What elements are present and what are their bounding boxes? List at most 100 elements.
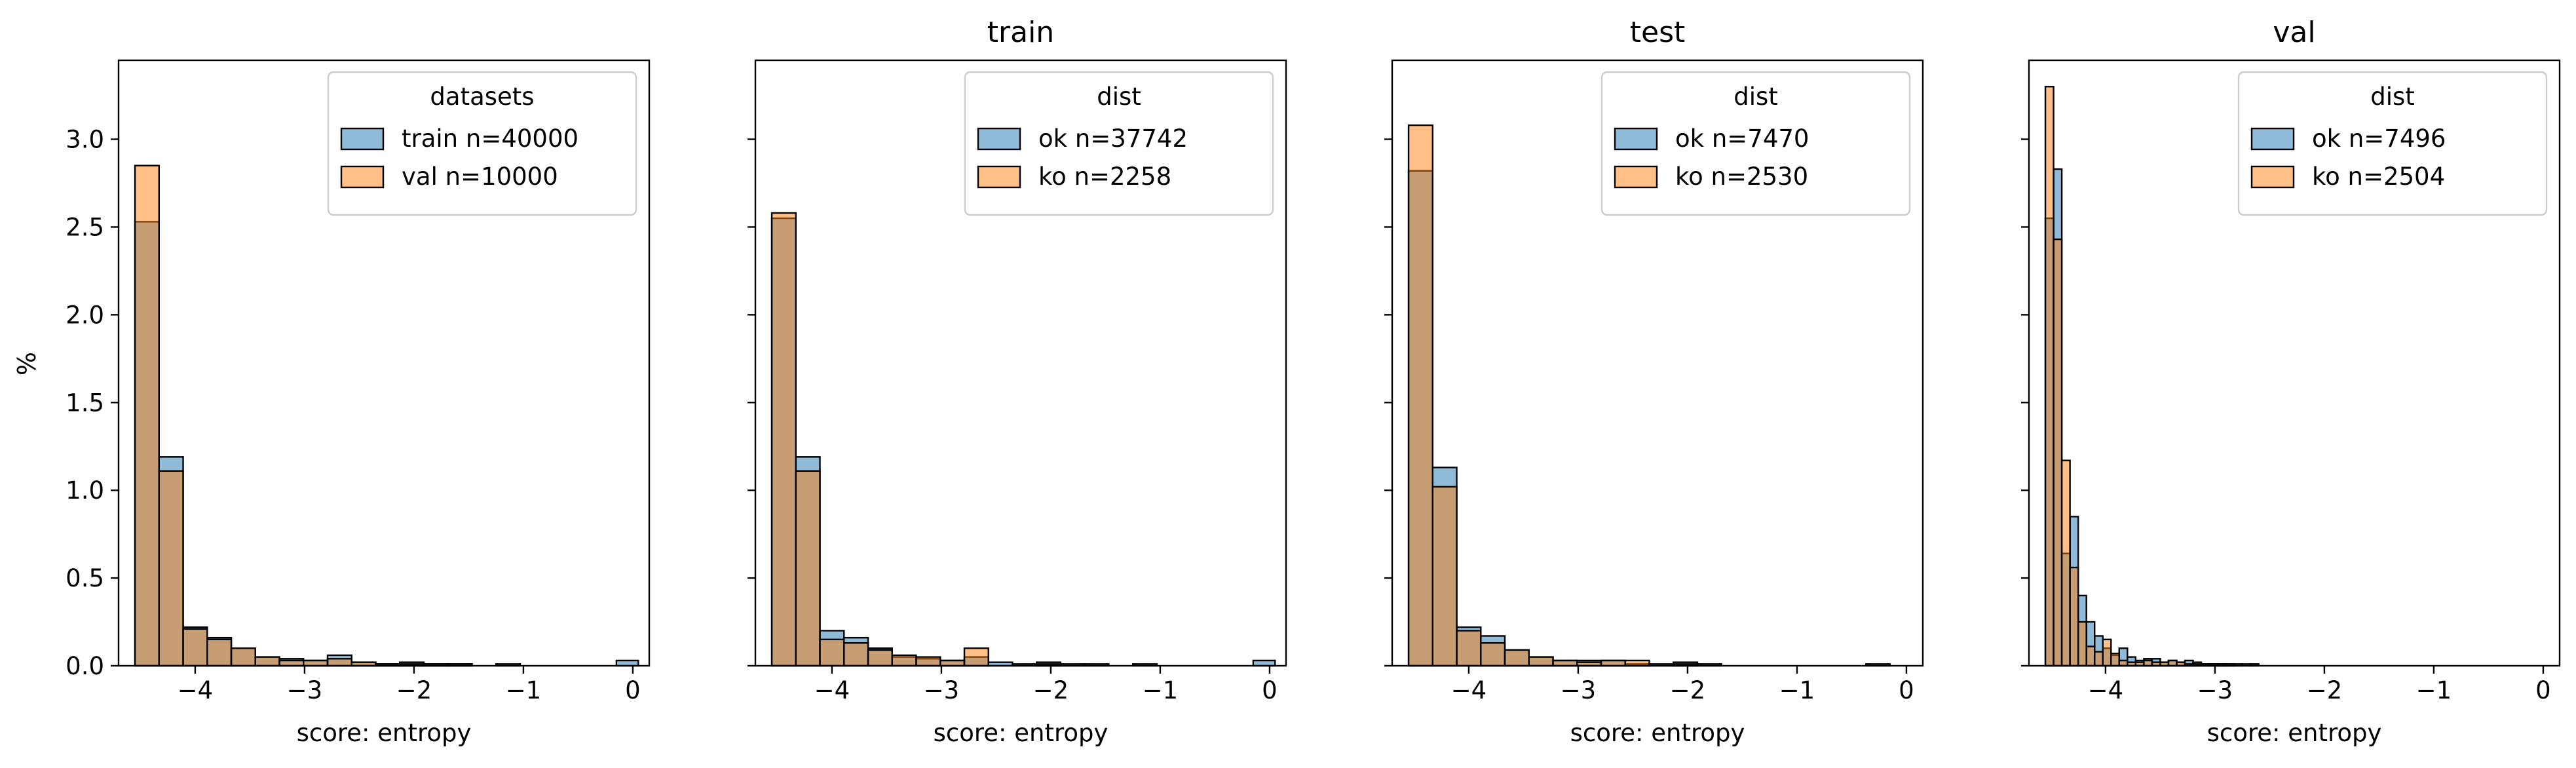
x-axis-label: score: entropy bbox=[1570, 719, 1745, 747]
x-tick-label: −4 bbox=[814, 676, 850, 704]
legend: datasets train n=40000 val n=10000 bbox=[327, 71, 637, 216]
x-tick-label: −2 bbox=[1033, 676, 1069, 704]
legend-title: dist bbox=[1733, 83, 1778, 111]
plot-frame bbox=[117, 59, 651, 667]
histogram-bar bbox=[158, 470, 184, 667]
histogram-bar bbox=[2069, 566, 2079, 667]
histogram-bar bbox=[939, 659, 966, 667]
x-axis-label: score: entropy bbox=[2207, 719, 2382, 747]
histogram-bar bbox=[206, 638, 233, 667]
y-tick-label: 1.0 bbox=[66, 476, 104, 505]
x-tick-label: −1 bbox=[1779, 676, 1815, 704]
histogram-bar bbox=[2085, 645, 2096, 667]
legend-swatch bbox=[1614, 127, 1658, 151]
series-orange-bars bbox=[770, 212, 1062, 667]
series-orange-bars bbox=[1407, 124, 1699, 667]
histogram-bar bbox=[1600, 659, 1626, 667]
histogram-bar bbox=[819, 638, 845, 667]
histogram-bar bbox=[1480, 642, 1506, 667]
legend-title: datasets bbox=[430, 83, 534, 111]
legend-box bbox=[327, 71, 637, 216]
histogram-bar bbox=[2094, 651, 2104, 667]
x-tick-label: 0 bbox=[1899, 676, 1914, 704]
legend-entry: train n=40000 bbox=[402, 125, 578, 153]
legend-swatch bbox=[1614, 165, 1658, 189]
histogram-bar bbox=[770, 212, 797, 667]
histogram-bar bbox=[2053, 238, 2063, 667]
x-tick-label: −3 bbox=[1561, 676, 1597, 704]
y-tick-label: 0.0 bbox=[66, 652, 104, 680]
histogram-bar bbox=[891, 654, 917, 667]
histogram-bar bbox=[254, 656, 280, 667]
x-tick-label: −3 bbox=[924, 676, 960, 704]
histogram-bar bbox=[182, 628, 208, 667]
legend-entry: ko n=2258 bbox=[1038, 163, 1171, 191]
x-tick-label: −1 bbox=[2416, 676, 2452, 704]
x-tick-label: −2 bbox=[1670, 676, 1706, 704]
chart-panel-2: −4 −3 −2 −1 0 score: entropy train dist ok n=377… bbox=[748, 16, 1287, 747]
x-tick-label: −1 bbox=[1143, 676, 1179, 704]
x-axis-label: score: entropy bbox=[934, 719, 1108, 747]
legend-swatch bbox=[340, 127, 385, 151]
legend-entry: ko n=2530 bbox=[1675, 163, 1808, 191]
chart-panel-3: −4 −3 −2 −1 0 score: entropy test dist ok n=7470… bbox=[1384, 16, 1924, 747]
histogram-bar bbox=[915, 656, 941, 667]
histogram-bar bbox=[2143, 659, 2153, 667]
y-axis-label: % bbox=[12, 352, 41, 375]
legend-box bbox=[1601, 71, 1911, 216]
legend: dist ok n=7496 ko n=2504 bbox=[2237, 71, 2548, 216]
x-axis-label: score: entropy bbox=[297, 719, 472, 747]
x-tick-label: −2 bbox=[396, 676, 432, 704]
legend-box bbox=[964, 71, 1274, 216]
histogram-bar bbox=[2110, 653, 2120, 667]
y-tick-label: 2.0 bbox=[66, 301, 104, 329]
plot-frame bbox=[2028, 59, 2561, 667]
legend-box bbox=[2237, 71, 2548, 216]
histogram-bar bbox=[1624, 659, 1650, 667]
histogram-bar bbox=[2060, 459, 2071, 667]
y-tick-label: 0.5 bbox=[66, 564, 104, 592]
legend-entry: ko n=2504 bbox=[2312, 163, 2445, 191]
legend-entry: val n=10000 bbox=[402, 163, 558, 191]
histogram-bar bbox=[1252, 659, 1276, 667]
histogram-bar bbox=[795, 470, 821, 667]
x-tick-label: −2 bbox=[2307, 676, 2343, 704]
legend-entry: ok n=7470 bbox=[1675, 125, 1809, 153]
x-tick-label: −3 bbox=[2197, 676, 2233, 704]
legend: dist ok n=7470 ko n=2530 bbox=[1601, 71, 1911, 216]
histogram-bar bbox=[2077, 621, 2087, 667]
legend-swatch bbox=[340, 165, 385, 189]
x-tick-label: −1 bbox=[506, 676, 542, 704]
histogram-bar bbox=[230, 647, 256, 667]
legend: dist ok n=37742 ko n=2258 bbox=[964, 71, 1274, 216]
histogram-bar bbox=[2102, 638, 2112, 667]
histogram-bar bbox=[303, 659, 329, 667]
histogram-bar bbox=[1504, 649, 1530, 667]
x-tick-label: 0 bbox=[625, 676, 641, 704]
x-tick-label: −4 bbox=[2088, 676, 2124, 704]
histogram-bar bbox=[1456, 630, 1482, 667]
x-tick-label: 0 bbox=[2535, 676, 2551, 704]
series-orange-bars bbox=[2044, 85, 2235, 667]
panel-title: val bbox=[2273, 16, 2315, 49]
legend-entry: ok n=7496 bbox=[2312, 125, 2446, 153]
chart-panel-1: −4 −3 −2 −1 0 0.0 0.5 1.0 1.5 2.0 2.5 3.0 score: ent… bbox=[66, 59, 651, 747]
histogram-bar bbox=[1431, 486, 1458, 667]
legend-swatch bbox=[977, 165, 1021, 189]
legend-swatch bbox=[2250, 165, 2295, 189]
plot-frame bbox=[1391, 59, 1924, 667]
legend-title: dist bbox=[1097, 83, 1141, 111]
chart-panel-4: −4 −3 −2 −1 0 score: entropy val dist ok n=7496 k… bbox=[2021, 16, 2561, 747]
histogram-bar bbox=[963, 647, 989, 667]
x-tick-label: −4 bbox=[178, 676, 214, 704]
histogram-bar bbox=[867, 649, 893, 667]
x-tick-label: −3 bbox=[287, 676, 323, 704]
histogram-bar bbox=[1552, 659, 1578, 667]
panel-title: test bbox=[1630, 16, 1686, 49]
x-tick-label: 0 bbox=[1262, 676, 1278, 704]
legend-swatch bbox=[977, 127, 1021, 151]
histogram-bar bbox=[1407, 124, 1433, 667]
histogram-bar bbox=[2044, 85, 2055, 667]
y-tick-label: 3.0 bbox=[66, 126, 104, 154]
